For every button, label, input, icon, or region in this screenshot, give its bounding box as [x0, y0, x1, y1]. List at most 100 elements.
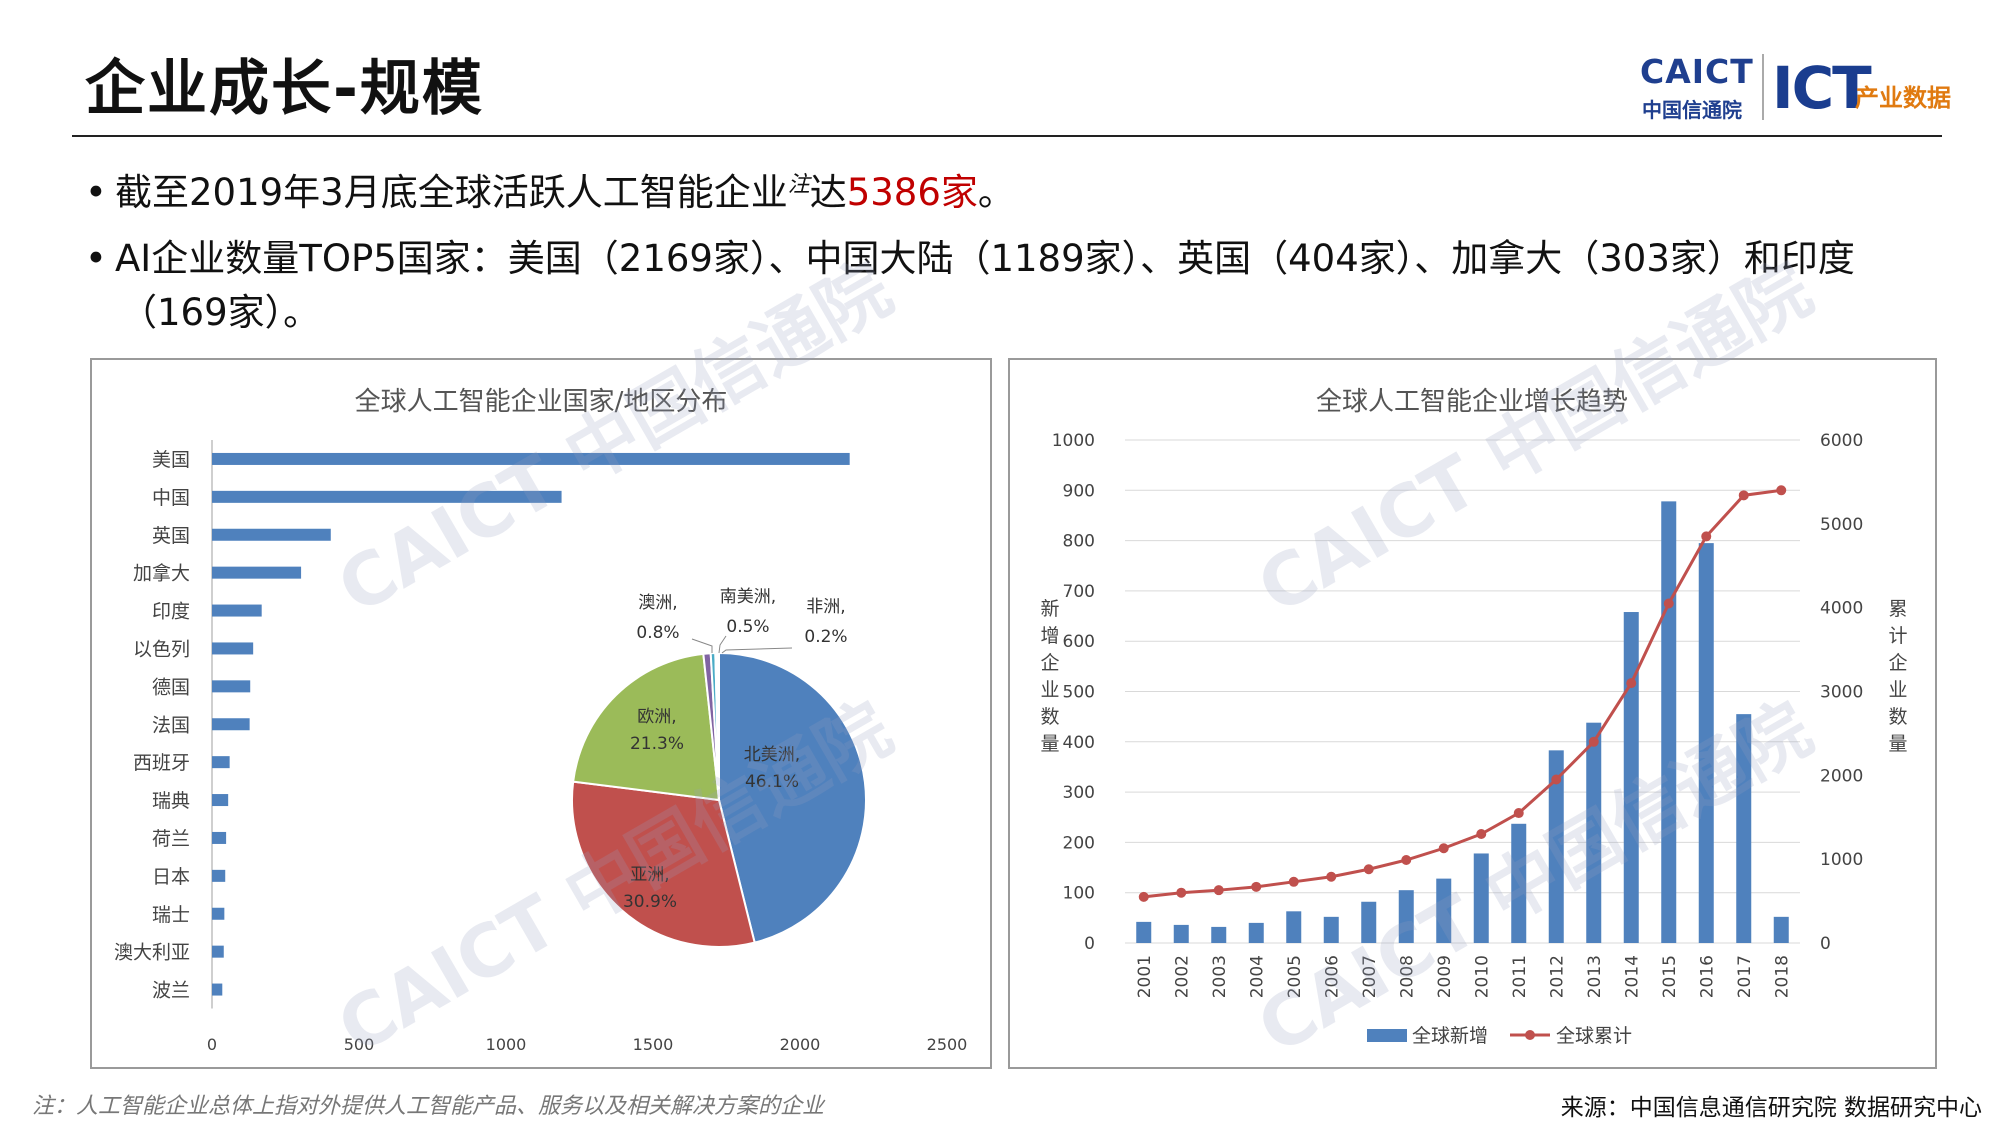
- pie-label: 欧洲,: [637, 707, 676, 727]
- bar: [212, 794, 229, 807]
- category-label: 印度: [152, 601, 190, 623]
- bullet1-mid: 达: [809, 171, 847, 214]
- bar: [212, 718, 250, 731]
- x-tick-label: 1500: [633, 1035, 674, 1054]
- category-label: 法国: [152, 714, 190, 736]
- pie-label: 非洲,: [806, 597, 845, 617]
- caict-logo: CAICT 中国信通院 ICT 产业数据: [1640, 52, 1975, 122]
- bar: [212, 642, 254, 655]
- category-label: 以色列: [133, 638, 190, 660]
- x-tick-label: 2015: [1660, 955, 1680, 998]
- pie-percent: 30.9%: [623, 892, 677, 912]
- bar: [212, 756, 230, 769]
- x-tick-label: 2008: [1397, 955, 1417, 998]
- x-tick-label: 2016: [1697, 955, 1717, 998]
- y-left-axis-label: 数: [1040, 706, 1059, 728]
- logo-separator: [1762, 54, 1764, 120]
- page-title: 企业成长-规模: [85, 54, 484, 124]
- line-point: [1738, 490, 1749, 501]
- category-label: 德国: [152, 676, 190, 698]
- bullet-total-companies: • 截至2019年3月底全球活跃人工智能企业注达5386家。: [85, 162, 1015, 216]
- title-divider: [72, 135, 1942, 137]
- footnote: 注：人工智能企业总体上指对外提供人工智能产品、服务以及相关解决方案的企业: [32, 1094, 825, 1119]
- line-point: [1213, 885, 1224, 896]
- bar: [1248, 922, 1264, 943]
- y-left-axis-label: 增: [1040, 625, 1059, 647]
- category-label: 西班牙: [133, 752, 190, 774]
- pie-slice: [714, 651, 720, 801]
- line-point: [1551, 774, 1562, 785]
- y-right-tick-label: 5000: [1820, 515, 1863, 535]
- chart-title: 全球人工智能企业增长趋势: [1316, 387, 1628, 417]
- bullet-dot: •: [85, 237, 107, 280]
- y-right-tick-label: 0: [1820, 934, 1831, 954]
- y-left-tick-label: 100: [1063, 884, 1095, 904]
- x-tick-label: 2001: [1135, 955, 1155, 998]
- x-tick-label: 2003: [1210, 955, 1230, 998]
- y-right-axis-label: 计: [1888, 625, 1907, 647]
- bar: [1773, 916, 1789, 943]
- line-point: [1438, 843, 1449, 854]
- legend-swatch-marker: [1525, 1030, 1535, 1040]
- y-left-axis-label: 业: [1040, 679, 1059, 701]
- bar: [1398, 890, 1414, 943]
- chart-title: 全球人工智能企业国家/地区分布: [355, 387, 728, 417]
- category-label: 日本: [152, 866, 190, 888]
- logo-ict-text: ICT: [1772, 54, 1872, 122]
- line-point: [1251, 881, 1262, 892]
- legend-label: 全球累计: [1556, 1025, 1632, 1047]
- line-point: [1626, 678, 1637, 689]
- category-label: 加拿大: [133, 562, 190, 585]
- x-tick-label: 2012: [1547, 955, 1567, 998]
- x-tick-label: 2018: [1772, 955, 1792, 998]
- y-right-axis-label: 企: [1888, 652, 1907, 674]
- x-tick-label: 500: [344, 1035, 375, 1054]
- pie-leader-line: [721, 647, 793, 654]
- y-left-tick-label: 500: [1063, 683, 1095, 703]
- pie-label: 北美洲,: [744, 745, 800, 765]
- bar: [212, 490, 562, 503]
- growth-trend-chart: 全球人工智能企业增长趋势 0 100 200 300 400 500 600 700 800 900…: [1040, 387, 1907, 1047]
- line-point: [1663, 598, 1674, 609]
- bullet-top5-countries: • AI企业数量TOP5国家：美国（2169家）、中国大陆（1189家）、英国（4…: [85, 228, 1855, 282]
- bar: [212, 604, 262, 617]
- bullet1-note-mark: 注: [787, 172, 810, 198]
- bar: [1361, 901, 1377, 943]
- bar: [212, 831, 227, 844]
- y-left-axis-label: 企: [1040, 652, 1059, 674]
- logo-cn-text: 中国信通院: [1642, 98, 1742, 122]
- pie-percent: 46.1%: [745, 772, 799, 792]
- y-left-tick-label: 200: [1063, 833, 1095, 853]
- growth-trend-panel: 全球人工智能企业增长趋势 0 100 200 300 400 500 600 700 800 900…: [1008, 358, 1937, 1069]
- y-right-axis-label: 量: [1888, 733, 1907, 755]
- category-label: 荷兰: [152, 828, 190, 850]
- y-left-tick-label: 300: [1063, 783, 1095, 803]
- y-right-tick-label: 1000: [1820, 850, 1863, 870]
- y-right-tick-label: 3000: [1820, 683, 1863, 703]
- x-tick-label: 2006: [1322, 955, 1342, 998]
- x-tick-label: 2010: [1472, 955, 1492, 998]
- line-point: [1138, 891, 1149, 902]
- bar: [1436, 878, 1452, 943]
- logo-caict-text: CAICT: [1640, 52, 1754, 91]
- country-distribution-chart: 全球人工智能企业国家/地区分布美国中国英国加拿大印度以色列德国法国西班牙瑞典荷兰…: [114, 387, 967, 1054]
- bullet-top5-continuation: （169家）。: [120, 291, 321, 334]
- pie-leader-line: [718, 635, 727, 654]
- line-point: [1363, 864, 1374, 875]
- pie-label: 南美洲,: [720, 587, 776, 607]
- bar: [212, 907, 225, 920]
- x-tick-label: 2005: [1285, 955, 1305, 998]
- line-point: [1588, 736, 1599, 747]
- y-right-tick-label: 2000: [1820, 766, 1863, 786]
- cumulative-line: [1143, 488, 1782, 899]
- y-right-axis-label: 数: [1888, 706, 1907, 728]
- y-left-tick-label: 900: [1063, 481, 1095, 501]
- category-label: 澳大利亚: [114, 942, 190, 964]
- bar: [212, 869, 226, 882]
- y-left-axis-label: 量: [1040, 733, 1059, 755]
- category-label: 美国: [152, 449, 190, 471]
- category-label: 中国: [152, 487, 190, 509]
- bar: [212, 945, 224, 958]
- pie-slice: [572, 652, 721, 802]
- pie-slice: [718, 651, 867, 944]
